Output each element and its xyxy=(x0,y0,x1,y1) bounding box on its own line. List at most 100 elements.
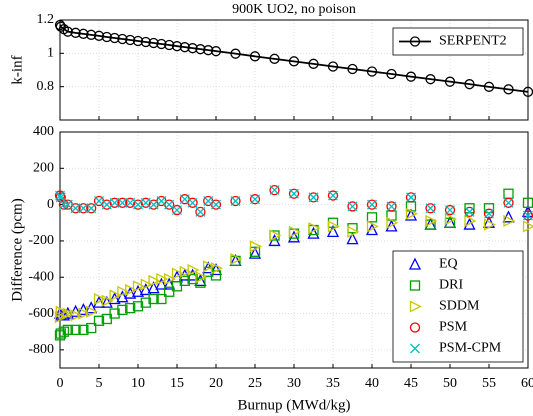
marker xyxy=(93,30,105,41)
marker xyxy=(62,26,73,37)
marker xyxy=(386,201,397,212)
marker xyxy=(230,48,241,59)
marker xyxy=(132,199,144,210)
marker xyxy=(131,284,145,297)
marker xyxy=(61,306,74,319)
marker xyxy=(148,274,161,287)
y-tick-label: -800 xyxy=(28,342,54,357)
marker xyxy=(148,37,159,49)
marker xyxy=(86,203,97,214)
marker xyxy=(132,35,144,47)
marker xyxy=(203,260,216,273)
marker xyxy=(156,196,167,206)
marker xyxy=(425,74,436,85)
marker xyxy=(195,271,208,284)
legend-label: DRI xyxy=(439,278,463,293)
x-tick-label: 45 xyxy=(404,376,418,391)
marker xyxy=(92,295,106,308)
marker xyxy=(70,27,81,38)
x-tick-label: 60 xyxy=(521,376,533,391)
x-tick-label: 25 xyxy=(248,376,262,391)
marker xyxy=(93,292,106,306)
marker xyxy=(405,207,418,220)
marker xyxy=(101,294,114,307)
marker xyxy=(70,309,83,322)
marker xyxy=(140,297,151,308)
marker xyxy=(211,199,221,210)
marker xyxy=(140,197,151,208)
marker xyxy=(179,194,190,205)
marker xyxy=(210,262,223,275)
marker xyxy=(195,44,206,55)
marker xyxy=(116,290,129,303)
marker xyxy=(409,280,421,291)
marker xyxy=(347,63,358,75)
marker xyxy=(288,56,300,67)
marker xyxy=(347,225,360,238)
marker xyxy=(62,324,73,336)
marker xyxy=(109,32,120,44)
marker xyxy=(367,199,377,210)
marker xyxy=(179,42,190,53)
marker xyxy=(483,208,495,219)
marker xyxy=(269,185,280,196)
marker xyxy=(187,43,198,54)
marker xyxy=(55,21,66,32)
marker xyxy=(171,41,183,52)
marker xyxy=(187,197,198,208)
marker xyxy=(163,277,176,290)
y-axis-label: k-inf xyxy=(9,55,25,84)
marker xyxy=(445,205,455,216)
marker xyxy=(172,205,182,216)
marker xyxy=(289,188,299,199)
marker xyxy=(179,275,190,287)
series-line xyxy=(59,24,529,93)
marker xyxy=(464,214,477,228)
x-tick-label: 50 xyxy=(443,376,457,391)
marker xyxy=(464,79,475,90)
marker xyxy=(366,199,378,210)
marker xyxy=(109,289,122,302)
marker xyxy=(148,293,159,305)
marker xyxy=(327,61,339,72)
marker xyxy=(346,232,359,245)
marker xyxy=(78,203,89,214)
marker xyxy=(347,201,358,212)
marker xyxy=(187,273,198,285)
marker xyxy=(203,196,214,206)
marker xyxy=(109,197,120,208)
marker xyxy=(62,199,73,210)
y-tick-label: 0.8 xyxy=(37,79,55,94)
marker xyxy=(101,199,112,210)
marker xyxy=(210,46,222,57)
x-tick-label: 55 xyxy=(482,376,496,391)
marker xyxy=(164,286,175,297)
marker xyxy=(328,190,338,201)
marker xyxy=(288,225,301,238)
plot-frame xyxy=(59,19,529,121)
marker xyxy=(194,273,207,287)
marker xyxy=(124,286,137,299)
marker xyxy=(117,285,130,298)
marker xyxy=(326,224,340,237)
marker xyxy=(94,196,104,206)
marker xyxy=(308,192,319,203)
marker xyxy=(250,194,260,205)
marker xyxy=(125,197,136,208)
marker xyxy=(117,197,128,208)
marker xyxy=(148,199,159,210)
marker xyxy=(347,201,358,212)
marker xyxy=(133,199,143,210)
y-tick-label: 400 xyxy=(33,124,54,139)
marker xyxy=(327,220,340,233)
marker xyxy=(230,196,241,206)
marker xyxy=(409,322,421,333)
marker xyxy=(464,206,475,218)
marker xyxy=(408,257,422,270)
legend-label: PSM xyxy=(439,320,468,335)
x-tick-label: 0 xyxy=(57,376,64,391)
x-tick-label: 20 xyxy=(209,376,223,391)
marker xyxy=(386,201,397,212)
x-tick-label: 15 xyxy=(170,376,184,391)
